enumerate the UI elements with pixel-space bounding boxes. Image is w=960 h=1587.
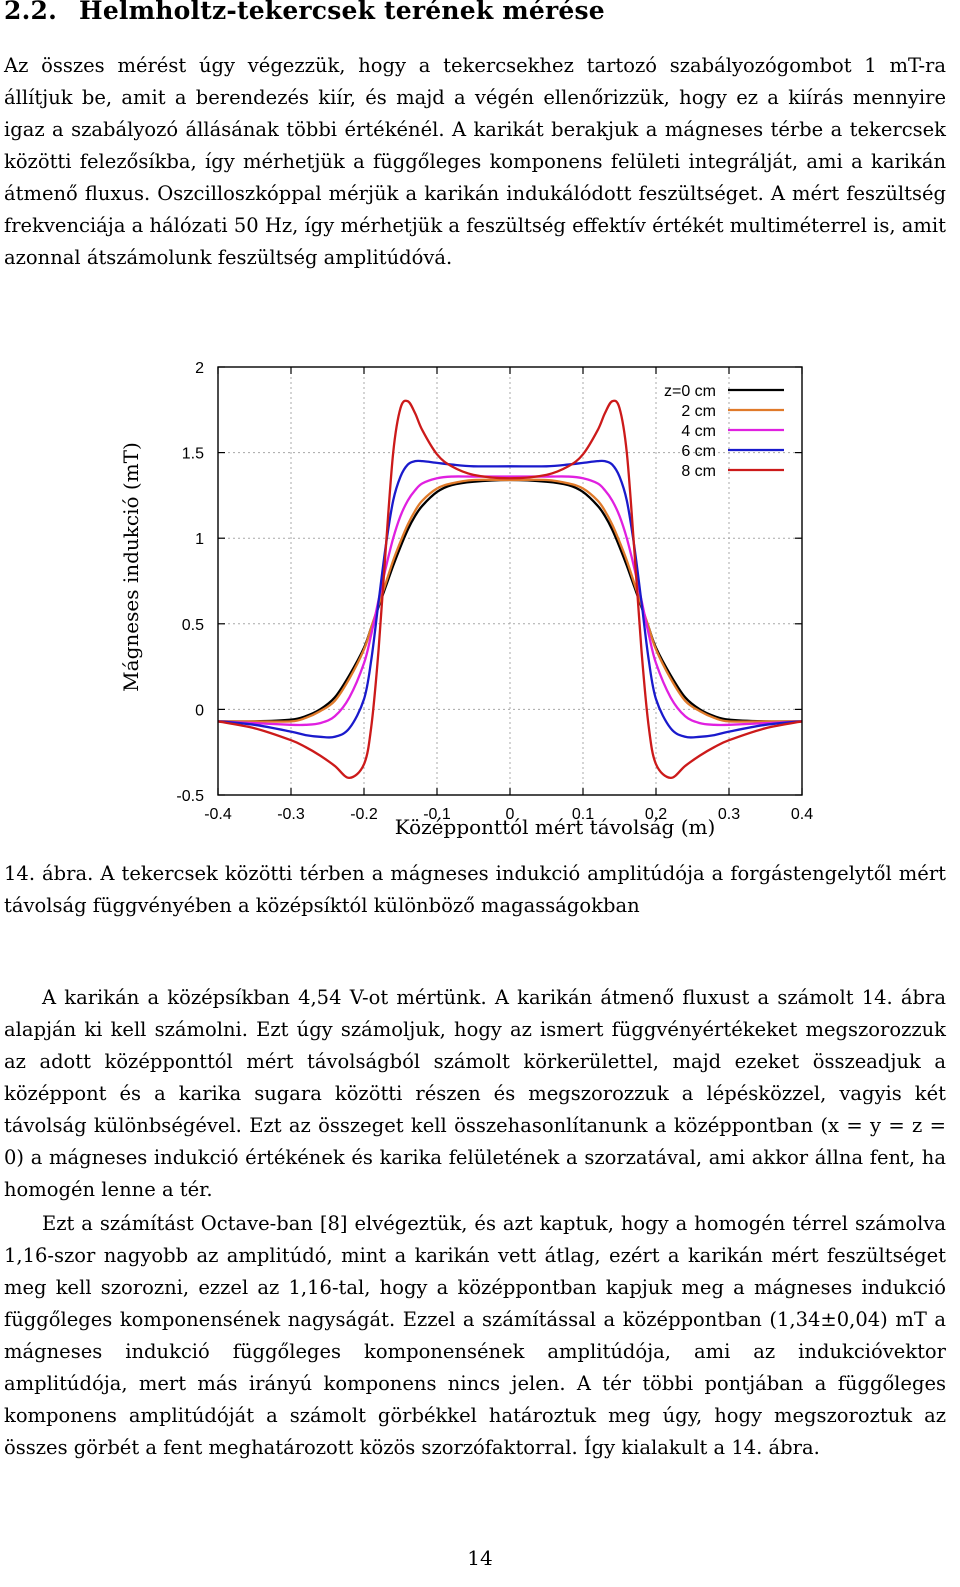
series-line (217, 475, 803, 727)
y-tick-label: -0.5 (176, 788, 204, 805)
y-tick-label: 0 (195, 702, 204, 719)
x-tick-label: 0.1 (572, 806, 594, 823)
x-tick-label: -0.2 (350, 806, 378, 823)
figure-14: -0.4 -0.3 -0.2 -0.1 0 0.1 0.2 0.3 0.4 -0.5 0 0.5 1 1.… (100, 340, 840, 850)
x-tick-label: -0.4 (204, 806, 232, 823)
paragraph-octave-result: Ezt a számítást Octave-ban [8] elvégeztü… (4, 1212, 946, 1459)
legend-label: 8 cm (681, 463, 716, 480)
legend-label: 6 cm (681, 443, 716, 460)
series-line (217, 459, 803, 739)
x-tick-label: -0.3 (277, 806, 305, 823)
y-tick-label: 2 (195, 360, 204, 377)
x-axis-title: Középponttól mért távolság (m) (395, 815, 716, 839)
section-number: 2.2. (4, 0, 57, 25)
section-heading: 2.2. Helmholtz-tekercsek terének mérése (4, 0, 605, 25)
y-tick-label: 1.5 (182, 446, 204, 463)
figure-caption: 14. ábra. A tekercsek közötti térben a m… (4, 862, 946, 917)
y-tick-label: 0.5 (182, 617, 204, 634)
legend-label: 4 cm (681, 423, 716, 440)
section-title: Helmholtz-tekercsek terének mérése (79, 0, 605, 25)
y-tick-label: 1 (195, 531, 204, 548)
x-tick-label: 0 (506, 806, 515, 823)
induction-line-chart: -0.4 -0.3 -0.2 -0.1 0 0.1 0.2 0.3 0.4 -0.5 0 0.5 1 1.… (119, 360, 813, 839)
legend-label: z=0 cm (664, 383, 716, 400)
x-tick-label: 0.4 (791, 806, 813, 823)
y-axis-title: Mágneses indukció (mT) (119, 442, 143, 692)
x-tick-label: 0.2 (645, 806, 667, 823)
paragraph-flux-calculation: A karikán a középsíkban 4,54 V-ot mértün… (4, 986, 946, 1201)
series-line (217, 478, 803, 723)
legend-label: 2 cm (681, 403, 716, 420)
series-line (218, 478, 802, 723)
series-line (217, 399, 803, 780)
page-number: 14 (467, 1546, 493, 1570)
paragraph-intro: Az összes mérést úgy végezzük, hogy a te… (4, 54, 946, 269)
x-tick-label: 0.3 (718, 806, 740, 823)
x-tick-label: -0.1 (423, 806, 451, 823)
